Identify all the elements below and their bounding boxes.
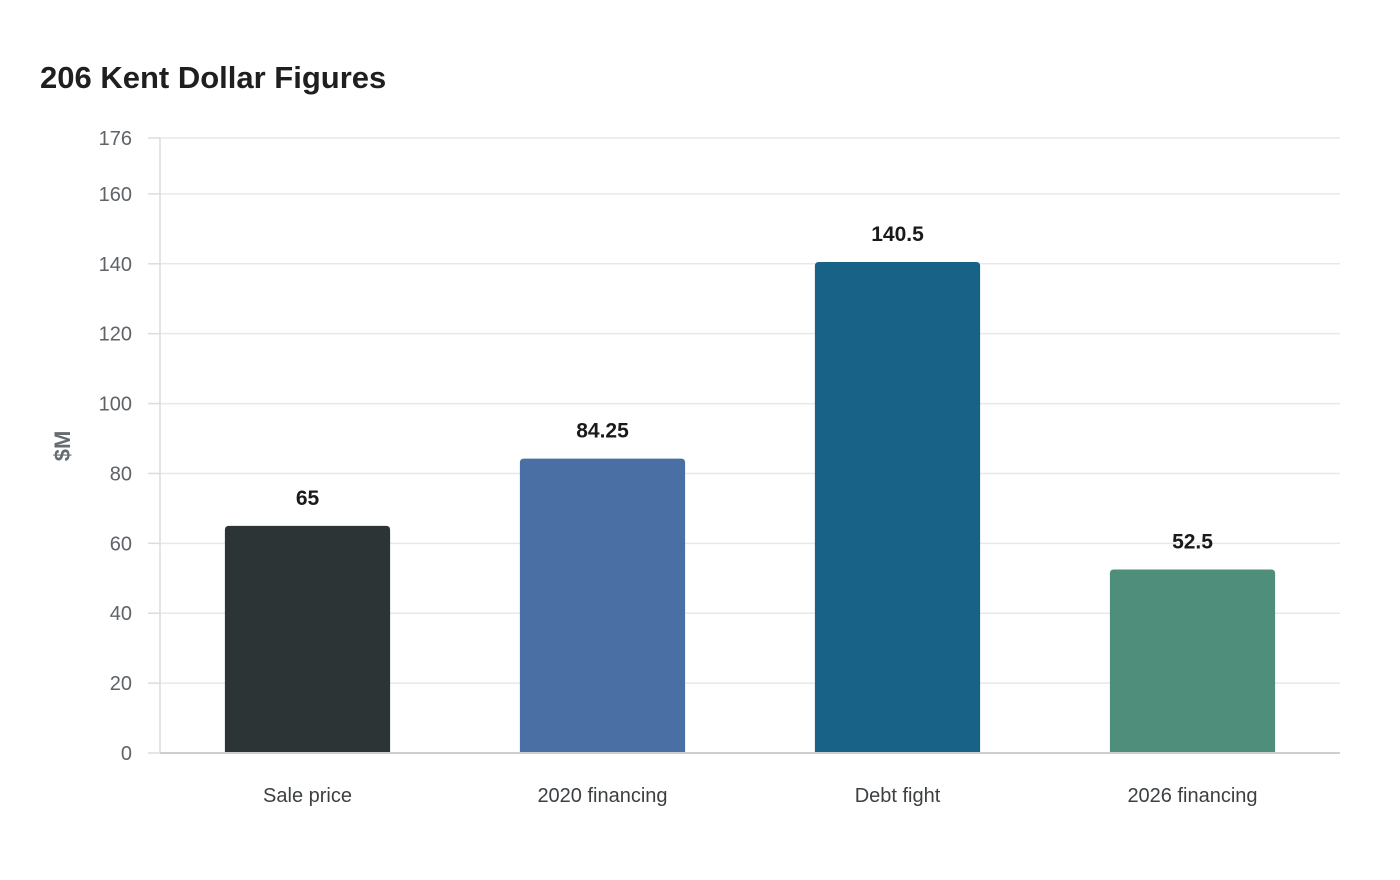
bar [224,525,391,753]
y-tick-label: 80 [110,463,132,485]
y-axis: 0 20 40 60 80 100 120 140 160 176 [99,128,161,765]
bar-value-label: 140.5 [871,223,924,246]
x-tick-label: 2020 financing [537,785,667,807]
y-tick-label: 176 [99,128,132,150]
y-tick-label: 140 [99,254,132,276]
x-tick-label: 2026 financing [1127,785,1257,807]
bar [1109,569,1276,753]
y-tick-label: 120 [99,324,132,346]
bar [814,262,981,753]
y-tick-label: 160 [99,184,132,206]
y-tick-label: 100 [99,394,132,416]
y-tick-label: 40 [110,603,132,625]
y-tick-label: 0 [121,743,132,765]
x-tick-label: Debt fight [855,785,941,807]
bar-value-label: 52.5 [1172,531,1213,554]
y-tick-label: 60 [110,533,132,555]
chart-title: 206 Kent Dollar Figures [40,60,387,95]
y-axis-label: $M [50,431,75,462]
bar-value-label: 65 [296,487,320,510]
x-axis: Sale price 2020 financing Debt fight 2026 f… [160,752,1340,807]
bar-value-label: 84.25 [576,420,629,443]
bars: 65 84.25 140.5 52.5 [224,223,1276,753]
x-tick-label: Sale price [263,785,352,807]
bar [519,458,686,753]
y-tick-label: 20 [110,673,132,695]
